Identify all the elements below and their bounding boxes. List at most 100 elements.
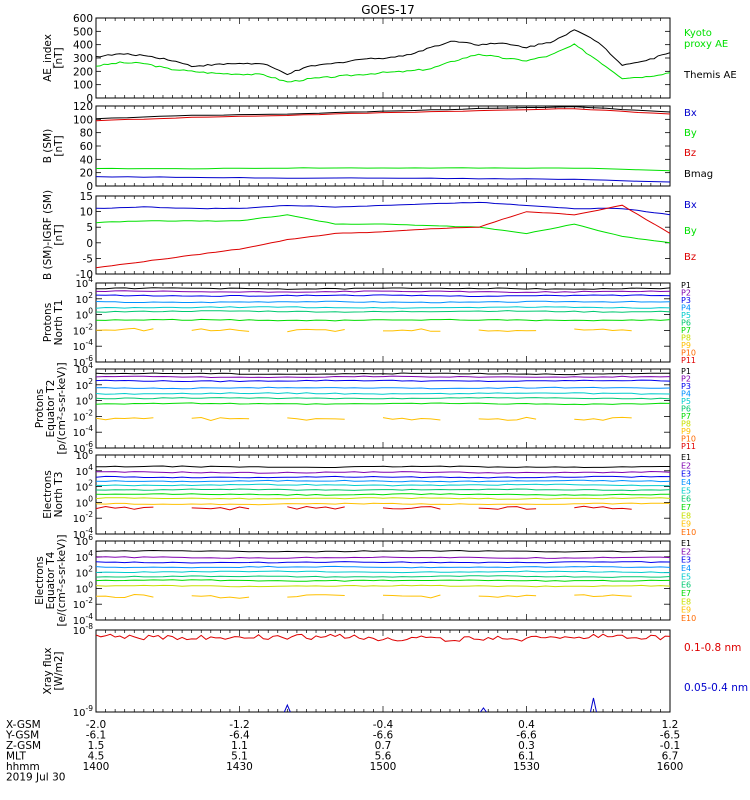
- channel-label: P2: [681, 375, 691, 384]
- channel-line: [95, 375, 671, 379]
- channel-line: [191, 595, 250, 599]
- x-row-value: -6.6: [516, 730, 537, 742]
- y-tick-label: 10-4: [73, 338, 93, 353]
- channel-line: [382, 594, 441, 599]
- y-tick-label: 0: [86, 93, 93, 105]
- channel-label: E2: [681, 461, 691, 470]
- channel-line: [95, 561, 671, 564]
- channel-line: [95, 593, 154, 599]
- channel-line: [95, 502, 671, 506]
- date-label: 2019 Jul 30: [6, 772, 65, 784]
- y-tick-label: 200: [73, 66, 93, 78]
- channel-label: E5: [681, 486, 691, 495]
- y-tick-label: 10-2: [73, 596, 93, 611]
- channel-line: [574, 594, 632, 598]
- channel-label: P1: [681, 367, 691, 376]
- channel-line: [574, 416, 632, 421]
- y-tick-label: 104: [75, 275, 93, 290]
- y-tick-label: 10-2: [73, 322, 93, 337]
- y-tick-label: 60: [80, 141, 93, 153]
- channel-label: P9: [681, 427, 691, 436]
- y-tick-label: 102: [75, 377, 93, 392]
- channel-line: [95, 417, 154, 421]
- y-tick-label: 120: [73, 101, 93, 113]
- channel-line: [95, 565, 671, 569]
- y-axis-label: AE_index[nT]: [42, 34, 65, 82]
- y-tick-label: 600: [73, 13, 93, 25]
- legend-entry: Bz: [684, 252, 696, 263]
- channel-line: [574, 505, 632, 510]
- x-row-label: X-GSM: [6, 719, 41, 731]
- y-tick-label: 10-4: [73, 424, 93, 439]
- series-line-xray-short: [589, 697, 597, 713]
- legend-entry: Bx: [684, 200, 697, 211]
- channel-label: P5: [681, 397, 691, 406]
- channel-line: [95, 372, 670, 376]
- y-tick-label: 10-4: [73, 526, 93, 541]
- x-row-value: -1.2: [229, 719, 250, 731]
- panel-frame: [95, 629, 671, 713]
- y-axis-label: B (SM)[nT]: [42, 129, 65, 163]
- series-line-themis-ae: [95, 29, 671, 76]
- channel-line: [95, 556, 671, 559]
- channel-line: [95, 300, 671, 304]
- x-row-value: -0.1: [660, 740, 681, 752]
- channel-line: [95, 584, 671, 588]
- x-row-value: 0.3: [518, 740, 535, 752]
- channel-label: P7: [681, 326, 691, 335]
- channel-label: E1: [681, 539, 691, 548]
- panel-xray: 10-8 10-9 Xray flux[W/m2] 0.1-0.8 nm 0.05-0.…: [42, 622, 748, 719]
- x-row-value: 0.7: [375, 740, 392, 752]
- channel-line: [191, 506, 250, 511]
- channel-label: E9: [681, 520, 691, 529]
- legend-entry: 0.05-0.4 nm: [684, 682, 748, 694]
- x-row-value: -6.1: [86, 730, 107, 742]
- x-row-value: 1.1: [231, 740, 248, 752]
- channel-label: E4: [681, 478, 691, 487]
- channel-label: E7: [681, 503, 691, 512]
- channel-line: [383, 328, 441, 332]
- channel-label: P4: [681, 390, 691, 399]
- y-tick-label: 0: [86, 181, 93, 193]
- channel-line: [95, 479, 671, 483]
- y-tick-label: 10-6: [73, 440, 93, 455]
- channel-line: [478, 506, 537, 510]
- x-row-value: -2.0: [86, 719, 107, 731]
- channel-label: P7: [681, 412, 691, 421]
- channel-label: E4: [681, 564, 691, 573]
- x-row-value: -0.4: [373, 719, 394, 731]
- legend-entry: Bx: [684, 108, 697, 119]
- channel-line: [95, 505, 154, 510]
- channel-label: P10: [681, 435, 696, 444]
- y-tick-label: 100: [75, 580, 93, 595]
- y-tick-label: 100: [75, 494, 93, 509]
- x-row-value: 1600: [657, 761, 684, 773]
- channel-label: P8: [681, 420, 691, 429]
- channel-line: [95, 310, 671, 313]
- channel-line: [95, 402, 671, 406]
- channel-label: P5: [681, 311, 691, 320]
- y-tick-label: 10-9: [73, 704, 93, 719]
- channel-line: [191, 328, 250, 332]
- y-tick-label: 104: [75, 361, 93, 376]
- y-tick-label: 102: [75, 479, 93, 494]
- series-line-xray-short: [480, 707, 487, 713]
- x-row-label: Y-GSM: [5, 730, 39, 742]
- y-tick-label: 102: [75, 291, 93, 306]
- channel-label: P8: [681, 334, 691, 343]
- y-tick-label: 106: [75, 447, 93, 462]
- channel-line: [95, 575, 671, 578]
- y-tick-label: 100: [73, 114, 93, 126]
- y-tick-label: 400: [73, 40, 93, 52]
- x-row-value: 1400: [83, 761, 110, 773]
- y-axis-label: Xray flux[W/m2]: [42, 648, 65, 695]
- x-row-value: 0.4: [518, 719, 535, 731]
- y-tick-label: 10-4: [73, 612, 93, 627]
- x-row-value: -6.5: [660, 730, 681, 742]
- y-tick-label: 100: [75, 393, 93, 408]
- channel-line: [95, 294, 671, 297]
